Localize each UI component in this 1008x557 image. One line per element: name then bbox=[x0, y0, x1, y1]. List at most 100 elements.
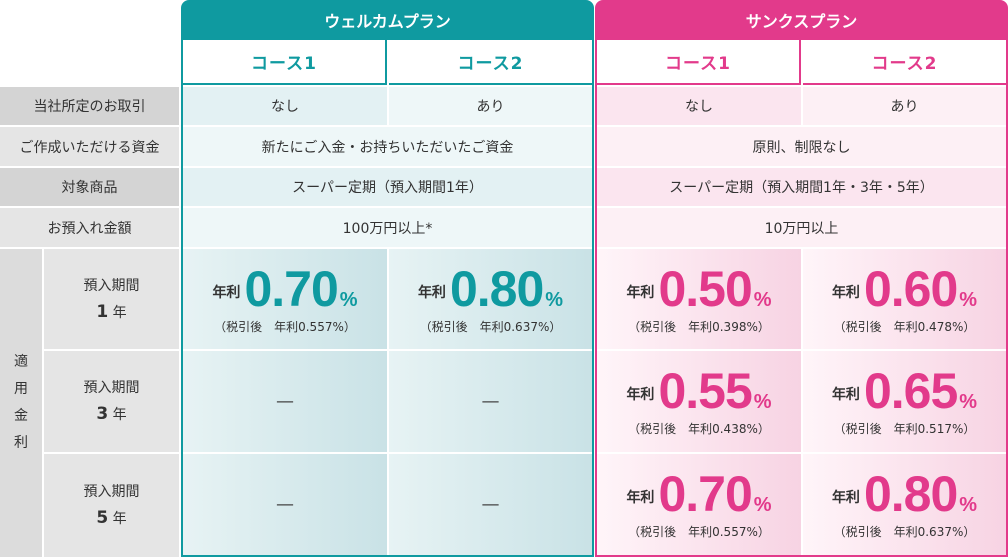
cell-text: 100万円以上* bbox=[342, 220, 433, 237]
rate-prefix: 年利 bbox=[212, 284, 241, 301]
welcome-c2-rate-1year: 年利 0.80 % （税引後 年利0.637%） bbox=[389, 249, 592, 349]
rate-value: 0.80 bbox=[863, 466, 958, 522]
thanks-c1-rate-3year: 年利 0.55 % （税引後 年利0.438%） bbox=[597, 351, 801, 452]
cell-text: あり bbox=[890, 99, 919, 115]
year-unit: 年 bbox=[112, 407, 127, 423]
welcome-course1-label: コース1 bbox=[251, 54, 317, 74]
rate-prefix: 年利 bbox=[831, 387, 860, 403]
rate-prefix: 年利 bbox=[417, 284, 446, 301]
row-label-amount-text: お預入れ金額 bbox=[47, 220, 132, 237]
welcome-course2-header: コース2 bbox=[389, 40, 592, 85]
thanks-plan-header: サンクスプラン bbox=[595, 0, 1008, 40]
rate-prefix: 年利 bbox=[626, 284, 655, 301]
cell-text: 10万円以上 bbox=[764, 220, 839, 237]
thanks-course2-header: コース2 bbox=[803, 40, 1006, 85]
row-label-product: 対象商品 bbox=[0, 168, 179, 206]
dash: — bbox=[481, 494, 500, 515]
welcome-c2-rate-3year: — bbox=[389, 351, 592, 452]
thanks-course1-header: コース1 bbox=[597, 40, 801, 85]
cell-text: あり bbox=[476, 99, 505, 115]
rate-percent: % bbox=[753, 494, 772, 516]
welcome-course2-label: コース2 bbox=[457, 54, 524, 74]
rate-note: （税引後 年利0.557%） bbox=[214, 319, 356, 334]
rate-percent: % bbox=[753, 391, 772, 413]
rate-prefix: 年利 bbox=[626, 387, 655, 403]
welcome-course1-header: コース1 bbox=[183, 40, 387, 85]
thanks-c2-rate-1year: 年利 0.60 % （税引後 年利0.478%） bbox=[803, 249, 1006, 349]
rate-note: （税引後 年利0.637%） bbox=[419, 319, 562, 334]
welcome-c2-transaction: あり bbox=[389, 87, 592, 125]
year-unit: 年 bbox=[112, 511, 127, 527]
row-label-funds-text: ご作成いただける資金 bbox=[19, 139, 160, 156]
thanks-c2-rate-3year: 年利 0.65 % （税引後 年利0.517%） bbox=[803, 351, 1006, 452]
period-label-text: 預入期間 bbox=[83, 380, 140, 396]
thanks-c2-rate-5year: 年利 0.80 % （税引後 年利0.637%） bbox=[803, 454, 1006, 555]
period-label-3year: 預入期間 3 年 bbox=[44, 351, 179, 452]
period-label-text: 預入期間 bbox=[83, 484, 140, 500]
rate-value: 0.80 bbox=[449, 260, 544, 317]
row-label-funds: ご作成いただける資金 bbox=[0, 127, 179, 166]
rate-value: 0.70 bbox=[658, 466, 752, 522]
rate-percent: % bbox=[545, 288, 564, 311]
thanks-course2-label: コース2 bbox=[871, 54, 938, 74]
period-label-text: 預入期間 bbox=[83, 277, 140, 294]
rate-percent: % bbox=[959, 391, 978, 413]
rate-value: 0.50 bbox=[658, 260, 752, 317]
thanks-plan-title: サンクスプラン bbox=[745, 12, 858, 31]
thanks-product: スーパー定期（預入期間1年・3年・5年） bbox=[597, 168, 1006, 206]
row-label-product-text: 対象商品 bbox=[61, 180, 118, 196]
year-unit: 年 bbox=[112, 304, 127, 321]
rate-note: （税引後 年利0.438%） bbox=[628, 422, 770, 436]
cell-text: スーパー定期（預入期間1年・3年・5年） bbox=[669, 180, 934, 196]
welcome-plan-title: ウェルカムプラン bbox=[324, 12, 451, 31]
rate-note: （税引後 年利0.517%） bbox=[833, 422, 976, 436]
row-label-amount: お預入れ金額 bbox=[0, 208, 179, 247]
rate-note: （税引後 年利0.637%） bbox=[833, 525, 976, 539]
thanks-plan-frame bbox=[595, 40, 1008, 557]
rate-note: （税引後 年利0.478%） bbox=[833, 319, 976, 334]
welcome-c1-rate-3year: — bbox=[183, 351, 387, 452]
cell-text: 新たにご入金・お持ちいただいたご資金 bbox=[261, 139, 514, 156]
applied-rate-char: 適 bbox=[14, 354, 28, 370]
cell-text: 原則、制限なし bbox=[752, 139, 851, 156]
applied-rate-char: 金 bbox=[14, 408, 28, 424]
period-years: 5 bbox=[96, 508, 109, 528]
rate-prefix: 年利 bbox=[831, 284, 860, 301]
rate-prefix: 年利 bbox=[831, 490, 860, 506]
welcome-plan-header: ウェルカムプラン bbox=[181, 0, 594, 40]
welcome-c2-rate-5year: — bbox=[389, 454, 592, 555]
rate-note: （税引後 年利0.557%） bbox=[628, 525, 770, 539]
rate-prefix: 年利 bbox=[626, 490, 655, 506]
period-label-1year: 預入期間 1 年 bbox=[44, 249, 179, 349]
dash: — bbox=[276, 391, 294, 412]
thanks-c1-transaction: なし bbox=[597, 87, 801, 125]
welcome-c1-rate-5year: — bbox=[183, 454, 387, 555]
dash: — bbox=[276, 494, 294, 515]
welcome-funds: 新たにご入金・お持ちいただいたご資金 bbox=[183, 127, 592, 166]
welcome-c1-transaction: なし bbox=[183, 87, 387, 125]
cell-text: なし bbox=[271, 99, 299, 115]
rate-value: 0.60 bbox=[863, 260, 958, 317]
thanks-c2-transaction: あり bbox=[803, 87, 1006, 125]
welcome-amount: 100万円以上* bbox=[183, 208, 592, 247]
cell-text: なし bbox=[685, 99, 713, 115]
rate-value: 0.65 bbox=[863, 363, 958, 419]
thanks-c1-rate-5year: 年利 0.70 % （税引後 年利0.557%） bbox=[597, 454, 801, 555]
thanks-amount: 10万円以上 bbox=[597, 208, 1006, 247]
rate-percent: % bbox=[959, 288, 978, 311]
rate-value: 0.55 bbox=[658, 363, 752, 419]
rate-value: 0.70 bbox=[244, 260, 338, 317]
cell-text: スーパー定期（預入期間1年） bbox=[292, 180, 483, 196]
thanks-c1-rate-1year: 年利 0.50 % （税引後 年利0.398%） bbox=[597, 249, 801, 349]
period-years: 3 bbox=[96, 404, 109, 424]
dash: — bbox=[481, 391, 500, 412]
row-label-transaction: 当社所定のお取引 bbox=[0, 87, 179, 125]
applied-rate-char: 用 bbox=[14, 381, 28, 397]
welcome-c1-rate-1year: 年利 0.70 % （税引後 年利0.557%） bbox=[183, 249, 387, 349]
row-label-transaction-text: 当社所定のお取引 bbox=[33, 99, 146, 115]
period-label-5year: 預入期間 5 年 bbox=[44, 454, 179, 557]
applied-rate-char: 利 bbox=[14, 435, 28, 451]
thanks-course1-label: コース1 bbox=[665, 54, 731, 74]
welcome-plan-frame bbox=[181, 40, 594, 557]
applied-rate-label: 適 用 金 利 bbox=[0, 249, 42, 557]
